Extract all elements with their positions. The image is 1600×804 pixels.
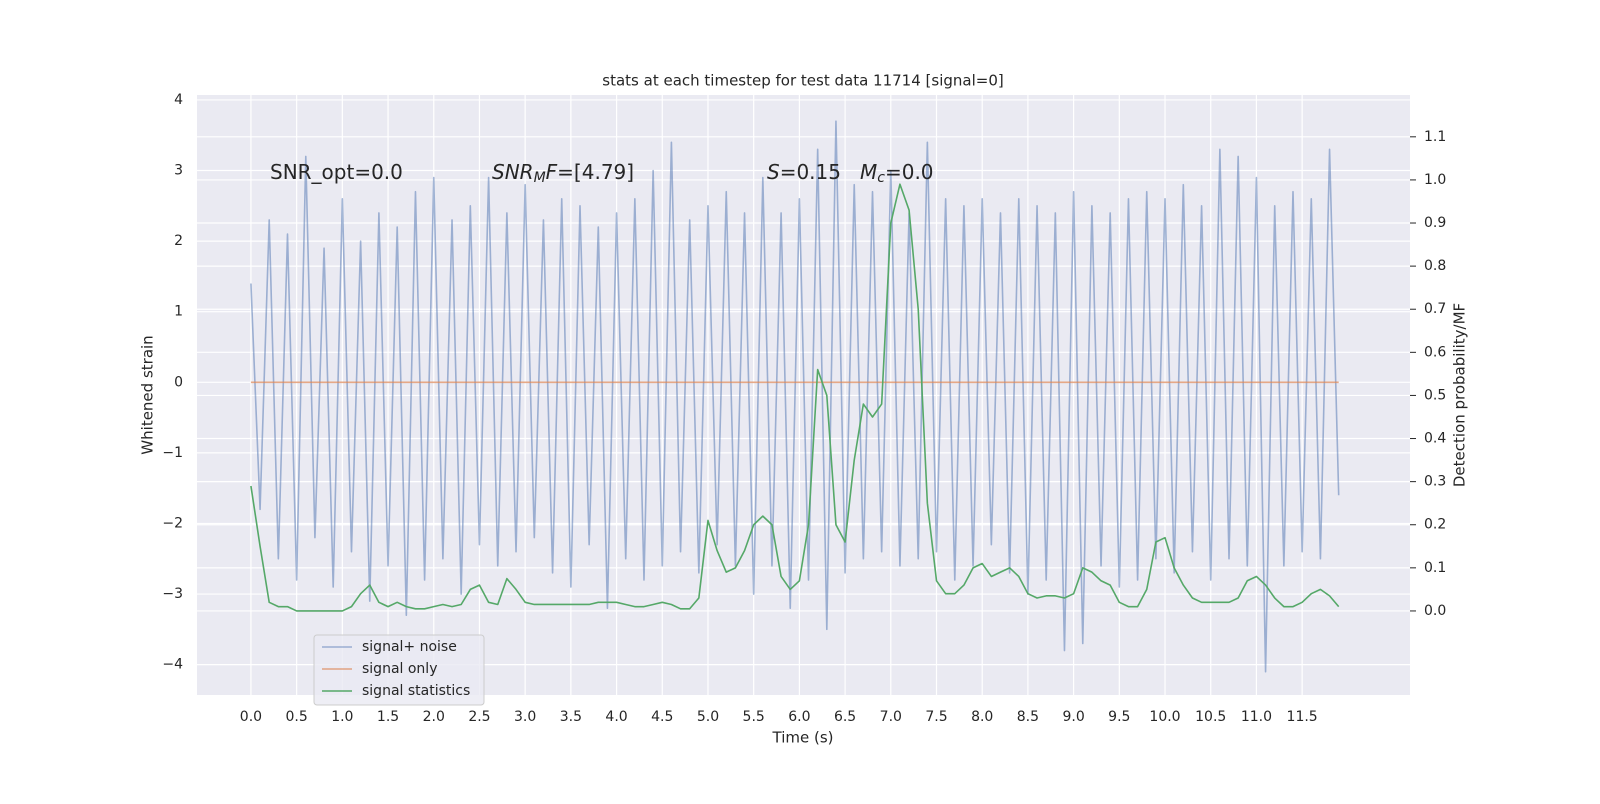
x-tick-label: 5.5 (743, 709, 765, 725)
y-tick-label: 0 (174, 374, 183, 390)
annotation: S=0.15 (767, 160, 841, 184)
x-tick-label: 1.0 (331, 709, 353, 725)
y2-axis-label: Detection probability/MF (1451, 303, 1469, 487)
x-tick-label: 0.0 (240, 709, 262, 725)
y-axis-label: Whitened strain (139, 335, 157, 454)
legend-label: signal only (362, 661, 437, 677)
x-tick-label: 9.0 (1062, 709, 1084, 725)
x-tick-label: 3.5 (560, 709, 582, 725)
legend-box (313, 634, 485, 706)
series-line (250, 120, 1340, 673)
x-tick-label: 11.5 (1287, 709, 1318, 725)
x-tick-label: 11.0 (1241, 709, 1272, 725)
y-tick-label: 3 (174, 163, 183, 179)
y2-tick-label: 0.8 (1424, 258, 1446, 274)
x-tick-label: 4.0 (605, 709, 627, 725)
y2-tick-label: 0.7 (1424, 301, 1446, 317)
x-tick-label: 9.5 (1108, 709, 1130, 725)
x-tick-label: 4.5 (651, 709, 673, 725)
x-tick-label: 5.0 (697, 709, 719, 725)
x-axis-label: Time (s) (772, 729, 834, 747)
chart-title: stats at each timestep for test data 117… (602, 72, 1003, 90)
annotation-part: S (767, 160, 780, 184)
y2-tick-label: 0.3 (1424, 474, 1446, 490)
y-tick-label: −1 (162, 445, 183, 461)
x-tick-label: 10.0 (1149, 709, 1180, 725)
x-tick-label: 6.5 (834, 709, 856, 725)
legend-label: signal statistics (362, 683, 470, 699)
x-tick-label: 7.0 (880, 709, 902, 725)
grid (197, 95, 1410, 695)
y2-tick-label: 0.2 (1424, 517, 1446, 533)
y2-tick-label: 1.0 (1424, 172, 1446, 188)
x-tick-label: 10.5 (1195, 709, 1226, 725)
y2-tick-label: 0.6 (1424, 344, 1446, 360)
x-tick-label: 2.0 (423, 709, 445, 725)
y-tick-label: −2 (162, 515, 183, 531)
y2-tick-label: 0.4 (1424, 431, 1446, 447)
y-tick-label: 1 (174, 304, 183, 320)
y-tick-label: −3 (162, 586, 183, 602)
y2-tick-label: 1.1 (1424, 129, 1446, 145)
x-tick-label: 0.5 (286, 709, 308, 725)
y2-tick-label: 0.0 (1424, 603, 1446, 619)
annotation-part: =0.15 (780, 160, 841, 184)
y2-tick-label: 0.1 (1424, 560, 1446, 576)
y-tick-label: 4 (174, 92, 183, 108)
annotation-part: =0.0 (885, 160, 934, 184)
x-tick-label: 2.5 (468, 709, 490, 725)
annotation-part: F (546, 160, 558, 184)
annotation: SNRMF=[4.79] (492, 160, 634, 187)
x-tick-label: 3.0 (514, 709, 536, 725)
annotation-part: M (860, 160, 877, 184)
series-line (250, 183, 1340, 612)
x-tick-label: 6.0 (788, 709, 810, 725)
annotation: SNR_opt=0.0 (270, 160, 403, 184)
y-tick-label: 2 (174, 233, 183, 249)
annotation: Mc=0.0 (860, 160, 934, 187)
legend-label: signal+ noise (362, 639, 457, 655)
y-tick-label: −4 (162, 657, 183, 673)
x-tick-label: 1.5 (377, 709, 399, 725)
lines (250, 120, 1340, 673)
x-tick-label: 8.5 (1017, 709, 1039, 725)
annotation-part: c (877, 170, 885, 186)
x-tick-label: 7.5 (925, 709, 947, 725)
y2-tick-label: 0.9 (1424, 215, 1446, 231)
annotation-part: SNR (492, 160, 534, 184)
annotation-part: SNR_opt=0.0 (270, 160, 403, 184)
annotation-part: M (534, 170, 546, 186)
annotation-part: =[4.79] (557, 160, 634, 184)
y2-tick-label: 0.5 (1424, 387, 1446, 403)
x-tick-label: 8.0 (971, 709, 993, 725)
